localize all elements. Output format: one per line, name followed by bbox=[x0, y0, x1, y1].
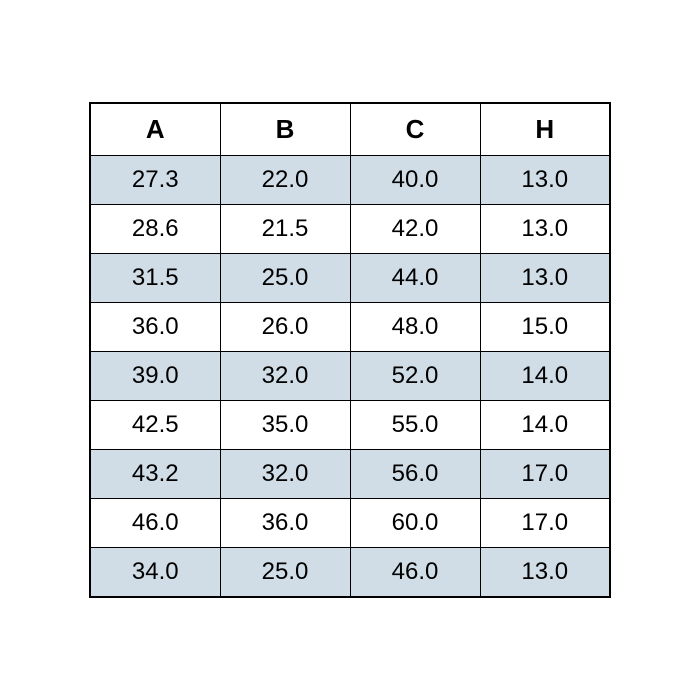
table-cell: 36.0 bbox=[90, 303, 220, 352]
table-cell: 14.0 bbox=[480, 401, 610, 450]
table-cell: 44.0 bbox=[350, 254, 480, 303]
table-cell: 31.5 bbox=[90, 254, 220, 303]
table-cell: 55.0 bbox=[350, 401, 480, 450]
table-cell: 39.0 bbox=[90, 352, 220, 401]
table-cell: 27.3 bbox=[90, 156, 220, 205]
table-cell: 46.0 bbox=[350, 548, 480, 598]
table-cell: 42.5 bbox=[90, 401, 220, 450]
table-cell: 32.0 bbox=[220, 352, 350, 401]
table-cell: 35.0 bbox=[220, 401, 350, 450]
data-table: A B C H 27.3 22.0 40.0 13.0 28.6 21.5 42… bbox=[89, 102, 611, 598]
table-row: 43.2 32.0 56.0 17.0 bbox=[90, 450, 610, 499]
table-cell: 25.0 bbox=[220, 254, 350, 303]
column-header-b: B bbox=[220, 103, 350, 156]
table-cell: 17.0 bbox=[480, 450, 610, 499]
table-cell: 13.0 bbox=[480, 254, 610, 303]
table-cell: 13.0 bbox=[480, 156, 610, 205]
table-row: 46.0 36.0 60.0 17.0 bbox=[90, 499, 610, 548]
column-header-a: A bbox=[90, 103, 220, 156]
table-cell: 17.0 bbox=[480, 499, 610, 548]
table-cell: 15.0 bbox=[480, 303, 610, 352]
column-header-h: H bbox=[480, 103, 610, 156]
table-cell: 46.0 bbox=[90, 499, 220, 548]
table-cell: 43.2 bbox=[90, 450, 220, 499]
table-cell: 40.0 bbox=[350, 156, 480, 205]
table-cell: 56.0 bbox=[350, 450, 480, 499]
table-row: 27.3 22.0 40.0 13.0 bbox=[90, 156, 610, 205]
table-cell: 22.0 bbox=[220, 156, 350, 205]
header-row: A B C H bbox=[90, 103, 610, 156]
table-cell: 14.0 bbox=[480, 352, 610, 401]
table-cell: 13.0 bbox=[480, 548, 610, 598]
table-cell: 26.0 bbox=[220, 303, 350, 352]
table-row: 36.0 26.0 48.0 15.0 bbox=[90, 303, 610, 352]
column-header-c: C bbox=[350, 103, 480, 156]
table-cell: 13.0 bbox=[480, 205, 610, 254]
data-table-container: A B C H 27.3 22.0 40.0 13.0 28.6 21.5 42… bbox=[89, 102, 611, 598]
table-row: 31.5 25.0 44.0 13.0 bbox=[90, 254, 610, 303]
table-row: 34.0 25.0 46.0 13.0 bbox=[90, 548, 610, 598]
table-cell: 52.0 bbox=[350, 352, 480, 401]
table-body: 27.3 22.0 40.0 13.0 28.6 21.5 42.0 13.0 … bbox=[90, 156, 610, 598]
table-cell: 32.0 bbox=[220, 450, 350, 499]
table-cell: 34.0 bbox=[90, 548, 220, 598]
table-cell: 42.0 bbox=[350, 205, 480, 254]
table-cell: 48.0 bbox=[350, 303, 480, 352]
table-cell: 28.6 bbox=[90, 205, 220, 254]
table-row: 42.5 35.0 55.0 14.0 bbox=[90, 401, 610, 450]
table-header: A B C H bbox=[90, 103, 610, 156]
table-cell: 60.0 bbox=[350, 499, 480, 548]
table-cell: 25.0 bbox=[220, 548, 350, 598]
table-cell: 21.5 bbox=[220, 205, 350, 254]
table-row: 39.0 32.0 52.0 14.0 bbox=[90, 352, 610, 401]
table-row: 28.6 21.5 42.0 13.0 bbox=[90, 205, 610, 254]
table-cell: 36.0 bbox=[220, 499, 350, 548]
